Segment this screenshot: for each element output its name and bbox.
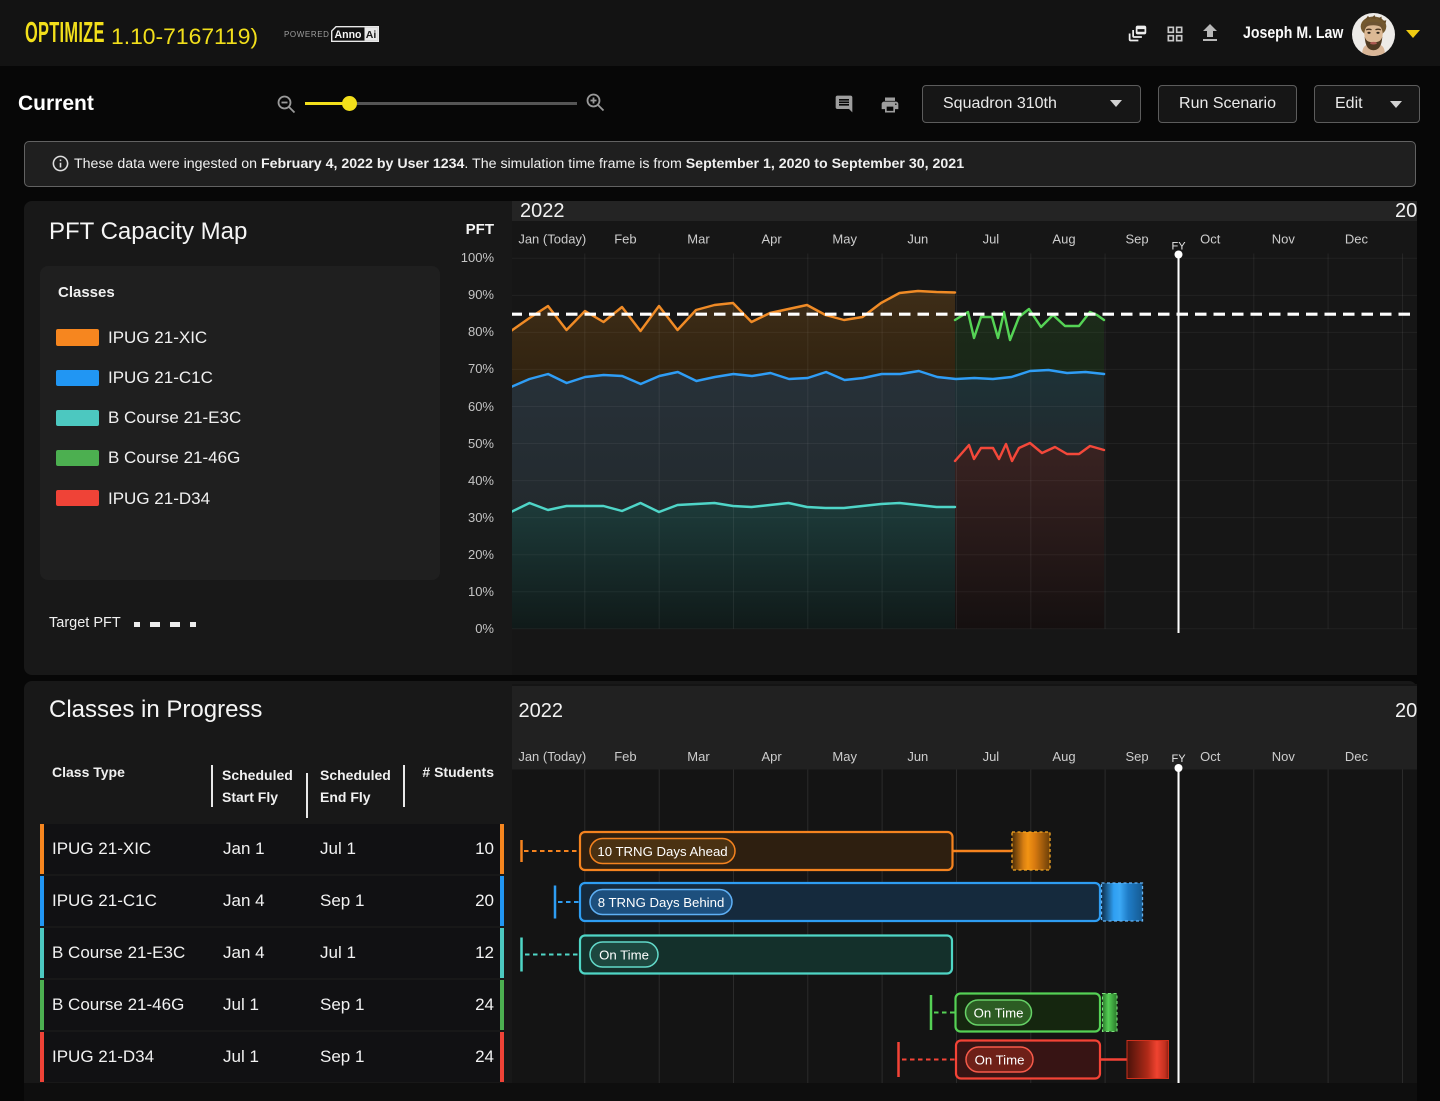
svg-text:May: May <box>832 749 857 764</box>
svg-text:Mar: Mar <box>687 749 710 764</box>
svg-text:2023: 2023 <box>1395 201 1417 222</box>
svg-text:Sep: Sep <box>1126 232 1149 247</box>
svg-text:2022: 2022 <box>520 201 565 222</box>
svg-text:Jun: Jun <box>907 749 928 764</box>
svg-text:Aug: Aug <box>1052 232 1075 247</box>
svg-text:Oct: Oct <box>1200 232 1221 247</box>
svg-text:Feb: Feb <box>614 749 636 764</box>
svg-text:Sep: Sep <box>1126 749 1149 764</box>
svg-text:Dec: Dec <box>1345 232 1369 247</box>
svg-text:Nov: Nov <box>1272 232 1296 247</box>
svg-text:Ai: Ai <box>366 29 377 41</box>
svg-text:Anno: Anno <box>335 29 362 41</box>
svg-text:On Time: On Time <box>974 1005 1024 1020</box>
svg-text:Nov: Nov <box>1272 749 1296 764</box>
svg-text:Jun: Jun <box>907 232 928 247</box>
svg-text:On Time: On Time <box>599 947 649 962</box>
svg-text:2022: 2022 <box>519 700 564 722</box>
svg-text:Oct: Oct <box>1200 749 1221 764</box>
svg-text:On Time: On Time <box>975 1052 1025 1067</box>
svg-text:Apr: Apr <box>761 749 782 764</box>
svg-text:10 TRNG Days Ahead: 10 TRNG Days Ahead <box>597 844 727 859</box>
svg-text:2023: 2023 <box>1395 700 1417 722</box>
svg-text:Dec: Dec <box>1345 749 1369 764</box>
svg-text:FY: FY <box>1171 241 1186 253</box>
svg-text:Jul: Jul <box>983 749 1000 764</box>
svg-text:FY: FY <box>1171 753 1186 765</box>
svg-text:Apr: Apr <box>761 232 782 247</box>
svg-text:Mar: Mar <box>687 232 710 247</box>
svg-text:Jan (Today): Jan (Today) <box>518 232 586 247</box>
svg-text:Jan (Today): Jan (Today) <box>518 749 586 764</box>
svg-text:Jul: Jul <box>983 232 1000 247</box>
svg-text:Feb: Feb <box>614 232 636 247</box>
svg-text:8 TRNG Days Behind: 8 TRNG Days Behind <box>598 895 725 910</box>
svg-text:Aug: Aug <box>1052 749 1075 764</box>
svg-text:May: May <box>832 232 857 247</box>
